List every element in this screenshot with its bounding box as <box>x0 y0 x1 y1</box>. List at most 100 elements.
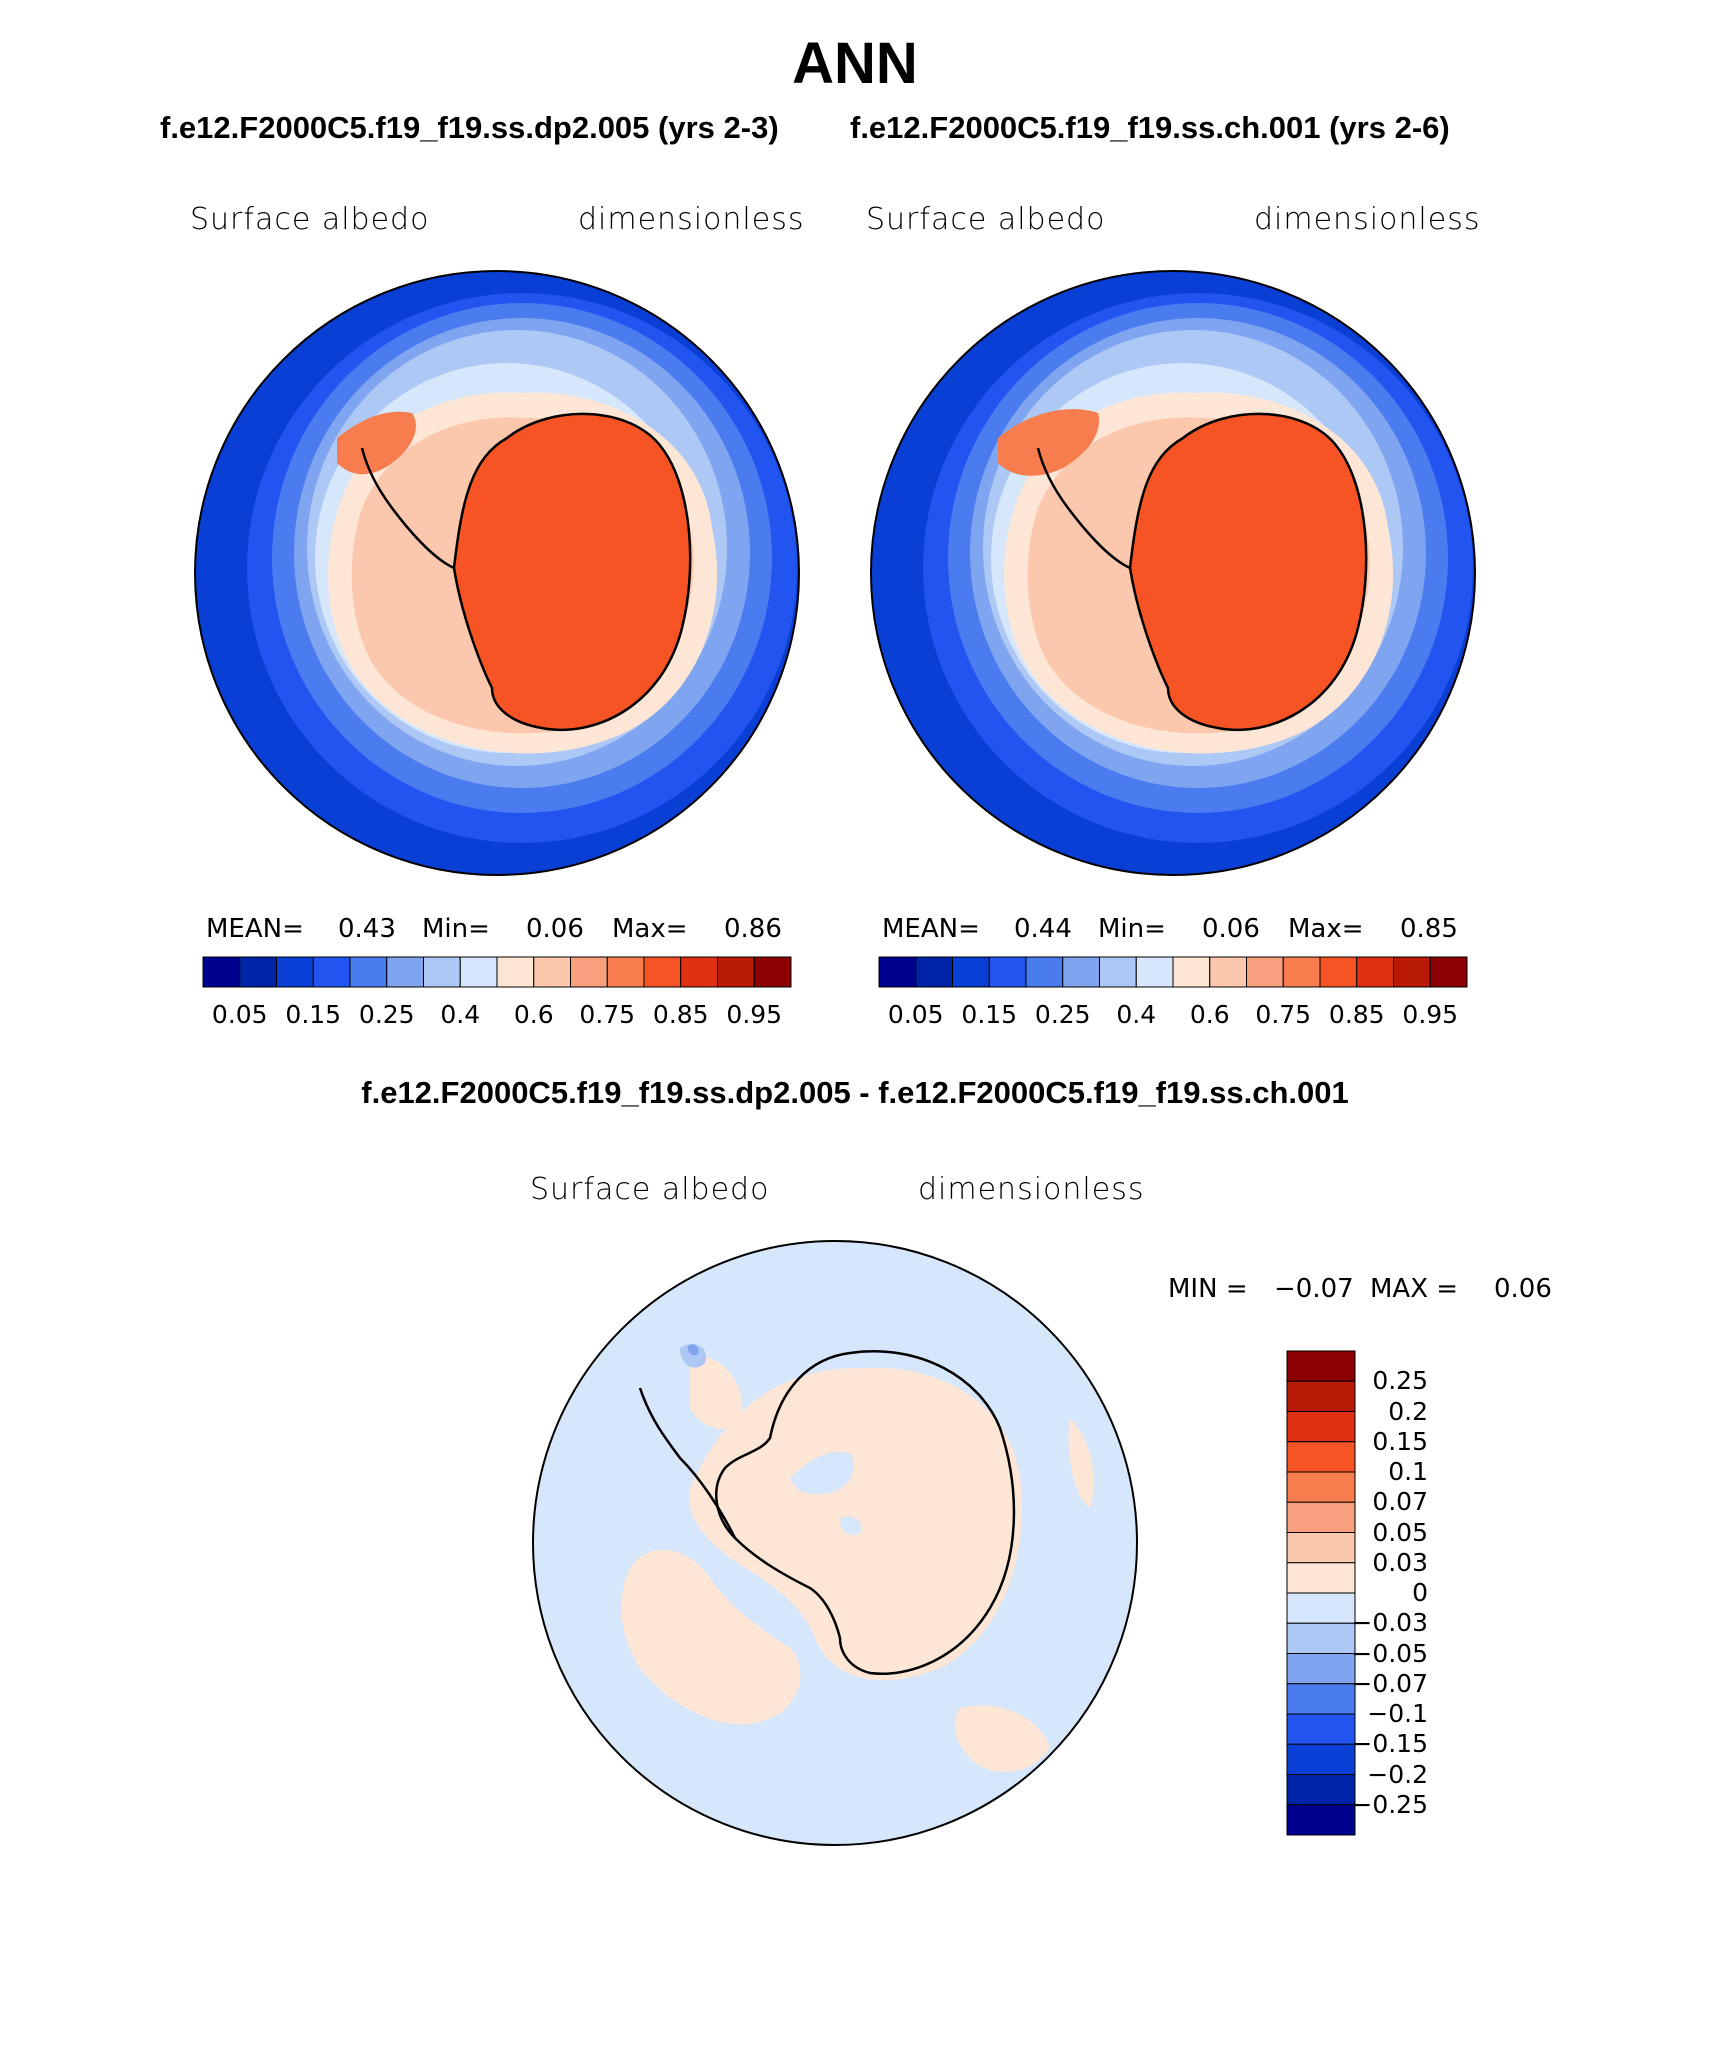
panel-a-min-label: Min= <box>422 914 490 944</box>
panel-b-colorbar-swatch <box>1172 956 1211 988</box>
panel-a-max-label: Max= <box>612 914 688 944</box>
difference-colorbar-tick-label: −0.2 <box>1367 1759 1428 1789</box>
panel-c-max-label: MAX = <box>1370 1274 1459 1304</box>
panel-a-colorbar-tick-label: 0.85 <box>652 1000 709 1029</box>
panel-c-units: dimensionless <box>918 1172 1145 1207</box>
panel-b-colorbar-ticks: 0.05 0.15 0.25 0.4 0.6 0.75 0.85 0.95 <box>878 1000 1468 1032</box>
panel-a-colorbar-swatch <box>533 956 571 988</box>
difference-colorbar-tick-label: 0.1 <box>1388 1457 1428 1486</box>
panel-b-variable: Surface albedo <box>866 202 1106 237</box>
panel-b-colorbar-tick-label: 0.6 <box>1189 1000 1230 1029</box>
panel-b-max-label: Max= <box>1288 914 1364 944</box>
panel-a-colorbar-tick-label: 0.95 <box>726 1000 783 1029</box>
panel-b-colorbar-tick-label: 0.15 <box>961 1000 1018 1029</box>
difference-colorbar-tick-label: −0.25 <box>1351 1789 1428 1819</box>
difference-colorbar-tick-label: 0.15 <box>1372 1426 1428 1456</box>
figure-title: ANN <box>792 31 918 96</box>
panel-b-colorbar-tick-label: 0.25 <box>1034 1000 1091 1029</box>
difference-colorbar-tick-label: 0.2 <box>1388 1396 1428 1426</box>
panel-a-max: 0.86 <box>724 914 782 944</box>
difference-colorbar-swatch <box>1286 1592 1356 1624</box>
panel-a-colorbar-swatch <box>753 956 792 988</box>
panel-b-colorbar-tick-label: 0.4 <box>1116 1000 1157 1029</box>
difference-colorbar-tick-label: 0 <box>1412 1578 1428 1607</box>
panel-a-colorbar-swatch <box>606 956 645 988</box>
difference-colorbar-swatch <box>1286 1743 1356 1775</box>
panel-b-colorbar-swatch <box>1282 956 1321 988</box>
difference-colorbar-swatch <box>1286 1804 1356 1836</box>
difference-colorbar-tick-label: −0.03 <box>1351 1608 1428 1638</box>
panel-b-colorbar-swatch <box>1099 956 1137 988</box>
panel-b-colorbar-swatch <box>1135 956 1174 988</box>
difference-colorbar-swatch <box>1286 1683 1356 1715</box>
panel-a-map <box>194 270 800 876</box>
panel-c-min: −0.07 <box>1274 1274 1354 1304</box>
difference-colorbar-tick-label: 0.05 <box>1372 1517 1428 1547</box>
panel-b-colorbar-swatch <box>1025 956 1064 988</box>
panel-a-colorbar-swatch <box>349 956 388 988</box>
panel-b-colorbar-swatch <box>878 956 917 988</box>
panel-b-colorbar-swatch <box>1062 956 1100 988</box>
panel-b-colorbar-tick-label: 0.75 <box>1255 1000 1312 1029</box>
panel-a-min: 0.06 <box>526 914 584 944</box>
difference-colorbar-swatch <box>1286 1471 1356 1503</box>
difference-colorbar-tick-label: 0.03 <box>1372 1547 1428 1577</box>
panel-a-units: dimensionless <box>578 202 805 237</box>
panel-b-colorbar-tick-label: 0.95 <box>1402 1000 1459 1029</box>
difference-colorbar-swatch <box>1286 1653 1356 1685</box>
panel-a-colorbar-swatch <box>423 956 461 988</box>
difference-title: f.e12.F2000C5.f19_f19.ss.dp2.005 - f.e12… <box>361 1075 1349 1110</box>
panel-c-variable: Surface albedo <box>530 1172 770 1207</box>
panel-a-colorbar-swatch <box>680 956 718 988</box>
difference-colorbar-tick-label: −0.1 <box>1367 1699 1428 1728</box>
panel-a-variable: Surface albedo <box>190 202 430 237</box>
difference-colorbar-swatch <box>1286 1501 1356 1533</box>
panel-b-colorbar-tick-label: 0.05 <box>887 1000 944 1029</box>
panel-a-colorbar-tick-label: 0.4 <box>440 1000 481 1029</box>
panel-b-colorbar-swatch <box>1429 956 1468 988</box>
panel-b-colorbar-tick-label: 0.85 <box>1328 1000 1385 1029</box>
difference-colorbar-tick-label: 0.25 <box>1372 1366 1428 1396</box>
panel-a-colorbar-tick-label: 0.6 <box>513 1000 554 1029</box>
difference-colorbar-tick-label: −0.15 <box>1351 1729 1428 1759</box>
panel-b-colorbar-swatch <box>988 956 1027 988</box>
difference-colorbar-tick-label: −0.05 <box>1351 1638 1428 1668</box>
difference-colorbar-tick-label: 0.07 <box>1372 1487 1428 1517</box>
difference-colorbar-swatch <box>1286 1380 1356 1412</box>
difference-map <box>532 1240 1138 1846</box>
panel-a-colorbar-swatch <box>312 956 351 988</box>
difference-colorbar-tick-label: −0.07 <box>1351 1668 1428 1698</box>
panel-a-colorbar-swatch <box>496 956 535 988</box>
difference-colorbar-ticks: 0.25 0.2 0.15 0.1 0.07 0.05 0.03 0 −0.03 −0.05 −0.… <box>1340 1350 1450 1836</box>
panel-a-colorbar-tick-label: 0.75 <box>579 1000 636 1029</box>
panel-b-colorbar-swatch <box>952 956 990 988</box>
panel-b-colorbar-swatch <box>1319 956 1358 988</box>
panel-b-min-label: Min= <box>1098 914 1166 944</box>
panel-b-colorbar-swatch <box>915 956 953 988</box>
panel-a-colorbar-swatch <box>276 956 314 988</box>
panel-b-colorbar-swatch <box>1246 956 1284 988</box>
panel-a-colorbar-swatch <box>459 956 498 988</box>
difference-colorbar-swatch <box>1286 1411 1356 1443</box>
panel-b-colorbar-swatch <box>1209 956 1247 988</box>
panel-b-units: dimensionless <box>1254 202 1481 237</box>
difference-colorbar-swatch <box>1286 1350 1356 1382</box>
panel-c-min-label: MIN = <box>1168 1274 1248 1304</box>
panel-a-colorbar-swatch <box>239 956 277 988</box>
case-a-title: f.e12.F2000C5.f19_f19.ss.dp2.005 (yrs 2-… <box>160 110 779 145</box>
panel-a-colorbar-swatch <box>643 956 682 988</box>
difference-colorbar-swatch <box>1286 1713 1356 1745</box>
panel-a-colorbar-tick-label: 0.15 <box>285 1000 342 1029</box>
panel-b-colorbar-swatch <box>1356 956 1394 988</box>
panel-b-mean: 0.44 <box>1014 914 1072 944</box>
case-b-title: f.e12.F2000C5.f19_f19.ss.ch.001 (yrs 2-6… <box>850 110 1450 145</box>
panel-a-mean-label: MEAN= <box>206 914 304 944</box>
panel-a-colorbar-tick-label: 0.05 <box>211 1000 268 1029</box>
panel-a-colorbar-swatch <box>386 956 424 988</box>
panel-b-map <box>870 270 1476 876</box>
panel-a-colorbar-swatch <box>717 956 755 988</box>
panel-a-colorbar-swatch <box>570 956 608 988</box>
panel-b-min: 0.06 <box>1202 914 1260 944</box>
panel-c-max: 0.06 <box>1494 1274 1552 1304</box>
panel-a-colorbar-tick-label: 0.25 <box>358 1000 415 1029</box>
